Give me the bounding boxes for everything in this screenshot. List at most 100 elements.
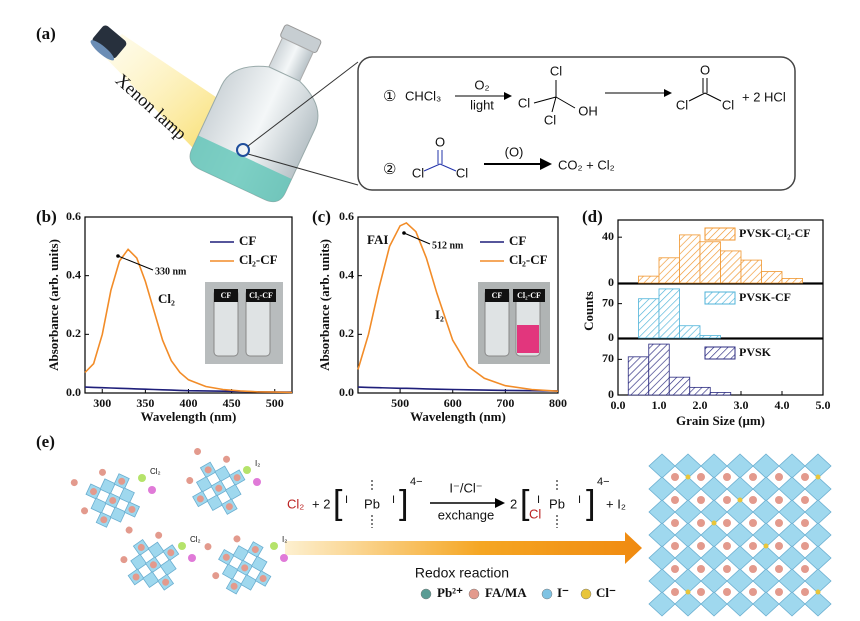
octahedron [804,476,832,502]
histogram-bar [658,257,680,284]
bonds [533,80,576,113]
octahedron [240,574,257,591]
annotation-arrow-head [402,231,406,235]
panel-label: (e) [36,432,55,451]
chart: 0 40 PVSK-Cl₂-CF [602,219,824,289]
arrow-head [664,89,672,97]
molecule-label: I₂ [282,535,287,544]
reaction-box [357,56,796,191]
cation [233,535,241,543]
histogram-bar [658,288,680,339]
y-tick-label: 0 [608,387,614,401]
x-tick-label: 700 [496,396,514,410]
cation [697,588,705,596]
octahedron [648,545,676,571]
y-axis-label: Absorbance (arb. units) [317,239,332,371]
y-tick-label: 0.2 [339,326,354,340]
octahedron [700,568,728,594]
annotation: FAI [367,232,388,247]
y-tick-label: 0.0 [66,385,81,399]
legend-label: Cl⁻ [596,585,616,600]
cation [749,542,757,550]
octahedron [778,453,806,479]
lamp [90,25,127,61]
cation [118,477,126,485]
molecule [270,542,278,550]
octahedron [700,545,728,571]
histogram-bar [709,392,732,396]
line-series [357,386,559,392]
chart: 0 70 Counts PVSK-CF [581,283,824,344]
octahedron [752,522,780,548]
arrow-label: I⁻/Cl⁻ [449,480,482,495]
octahedron [221,563,239,581]
cation [723,473,731,481]
charge: 4− [597,476,610,488]
structures: Cl₂ I₂ Cl₂ I₂ [70,448,832,617]
arrow-label: exchange [438,507,494,522]
cation [98,468,106,476]
center-atom: Pb [549,496,565,511]
inset-label: Cl₂-CF [517,291,541,300]
cation [137,543,145,551]
octahedron [804,499,832,525]
octahedron [778,499,806,525]
step-number: ② [383,161,396,178]
cation [775,519,783,527]
histogram-bar [638,275,660,284]
cation [162,578,170,586]
arrow-label: light [470,97,494,112]
histogram-bar [781,278,803,284]
legend-label: PVSK-CF [739,290,791,304]
atom: Cl [412,165,424,180]
ligand: I [392,494,395,506]
octahedron [674,522,702,548]
arrow-label: O₂ [474,77,489,92]
ligand: I [345,494,348,506]
y-tick-label: 0 [608,275,614,289]
y-tick-label: 0.6 [66,209,81,223]
x-axis-label: Wavelength (nm) [410,409,506,424]
cation [723,542,731,550]
chloride [737,497,743,503]
x-tick-label: 1.0 [652,398,667,412]
octahedron [674,476,702,502]
cation [801,542,809,550]
y-tick-label: 0.6 [339,209,354,223]
inset-label: CF [221,291,232,300]
cation [775,565,783,573]
inset-photo [205,282,550,364]
cation [223,455,231,463]
y-tick-label: 70 [602,295,614,309]
octahedron [752,591,780,617]
legend-swatch [704,227,736,241]
octahedron [700,499,728,525]
cation [100,516,108,524]
annotation: I₂ [435,307,444,322]
histogram-bar [648,343,670,396]
step-number: ① [383,88,396,105]
cation [671,496,679,504]
annotation: 330 nm [155,266,187,277]
annotation-arrow [117,255,154,271]
histogram-bar [720,250,742,284]
bracket: ] [399,484,408,522]
octahedron [232,545,250,562]
molecule-label: Cl₂ [150,467,161,476]
octahedron [674,453,702,479]
annotation-arrow-head [116,254,120,258]
redox-arrow [285,532,642,564]
legend-dot [468,588,480,600]
cation [801,588,809,596]
octahedron [778,545,806,571]
octahedron [648,476,676,502]
ligand: I [578,494,581,506]
cation [697,496,705,504]
octahedron [142,571,160,589]
atom: Cl [676,97,688,112]
octahedron [726,453,754,479]
legend-label: Pb²⁺ [437,585,463,600]
cation [251,546,259,554]
x-axis-label: Wavelength (nm) [141,409,237,424]
y-tick-label: 0.2 [66,326,81,340]
